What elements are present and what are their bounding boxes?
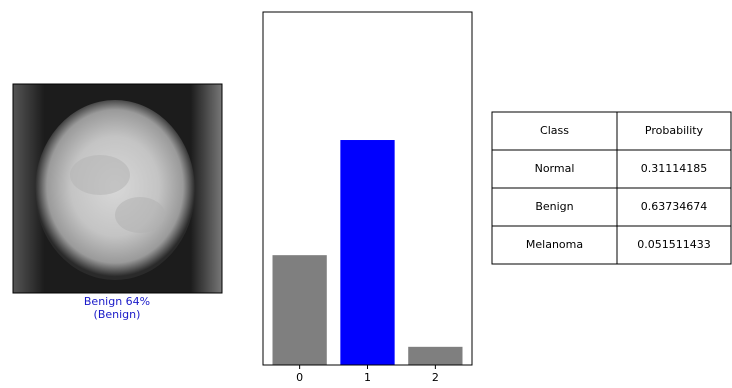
bar-chart: 0 1 2: [273, 140, 463, 384]
table-text: 0.051511433: [637, 238, 710, 251]
bar: [408, 347, 462, 365]
bar: [340, 140, 394, 365]
table-text: Probability: [645, 124, 704, 137]
lesion-image: [13, 84, 222, 293]
x-tick-label: 0: [296, 371, 303, 384]
bar: [273, 255, 327, 365]
probability-table: Class Probability Normal 0.31114185 Benign 0.…: [492, 112, 731, 264]
x-tick-label: 2: [432, 371, 439, 384]
table-text: 0.31114185: [641, 162, 707, 175]
x-tick-label: 1: [364, 371, 371, 384]
caption-line: Benign 64%: [84, 295, 150, 308]
table-text: Melanoma: [526, 238, 583, 251]
table-text: Benign: [535, 200, 573, 213]
caption-line: (Benign): [94, 308, 141, 321]
table-text: Class: [540, 124, 569, 137]
table-text: Normal: [535, 162, 575, 175]
figure: Benign 64% (Benign) 0 1 2 Class Probability…: [0, 0, 732, 384]
table-text: 0.63734674: [641, 200, 707, 213]
